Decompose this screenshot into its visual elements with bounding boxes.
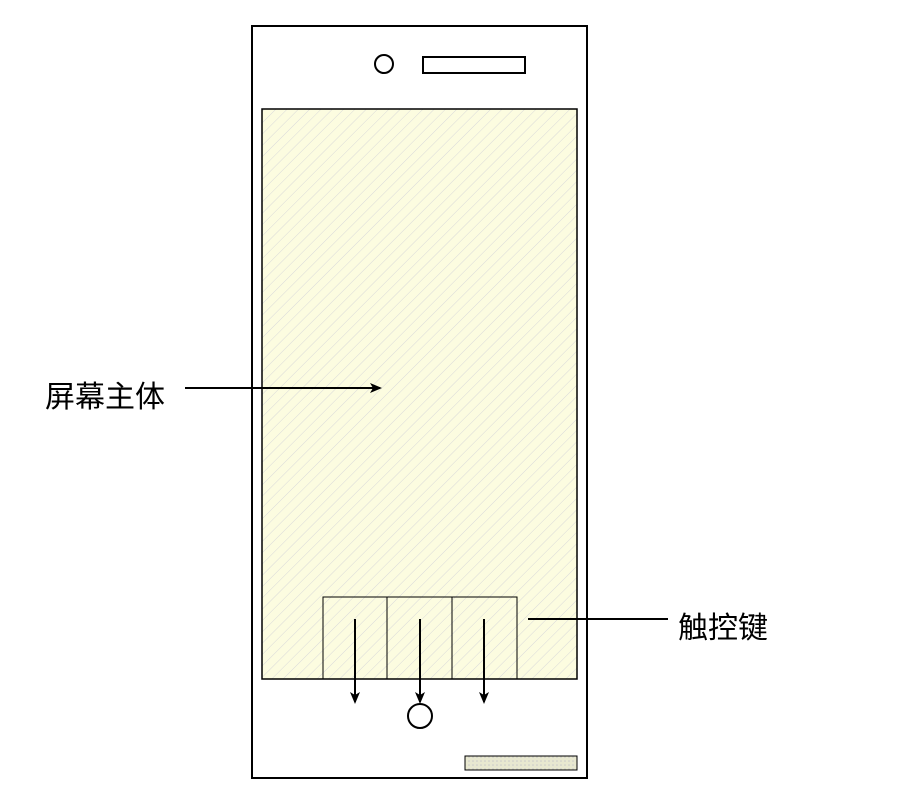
home-button-icon	[408, 704, 432, 728]
screen-body-hatch	[262, 109, 577, 679]
diagram-container: 屏幕主体 触控键	[0, 0, 903, 800]
screen-label: 屏幕主体	[45, 372, 165, 416]
touch-label: 触控键	[678, 603, 768, 647]
camera-icon	[375, 55, 393, 73]
speaker-slot	[423, 57, 525, 73]
bottom-bar-hatch	[465, 756, 577, 770]
